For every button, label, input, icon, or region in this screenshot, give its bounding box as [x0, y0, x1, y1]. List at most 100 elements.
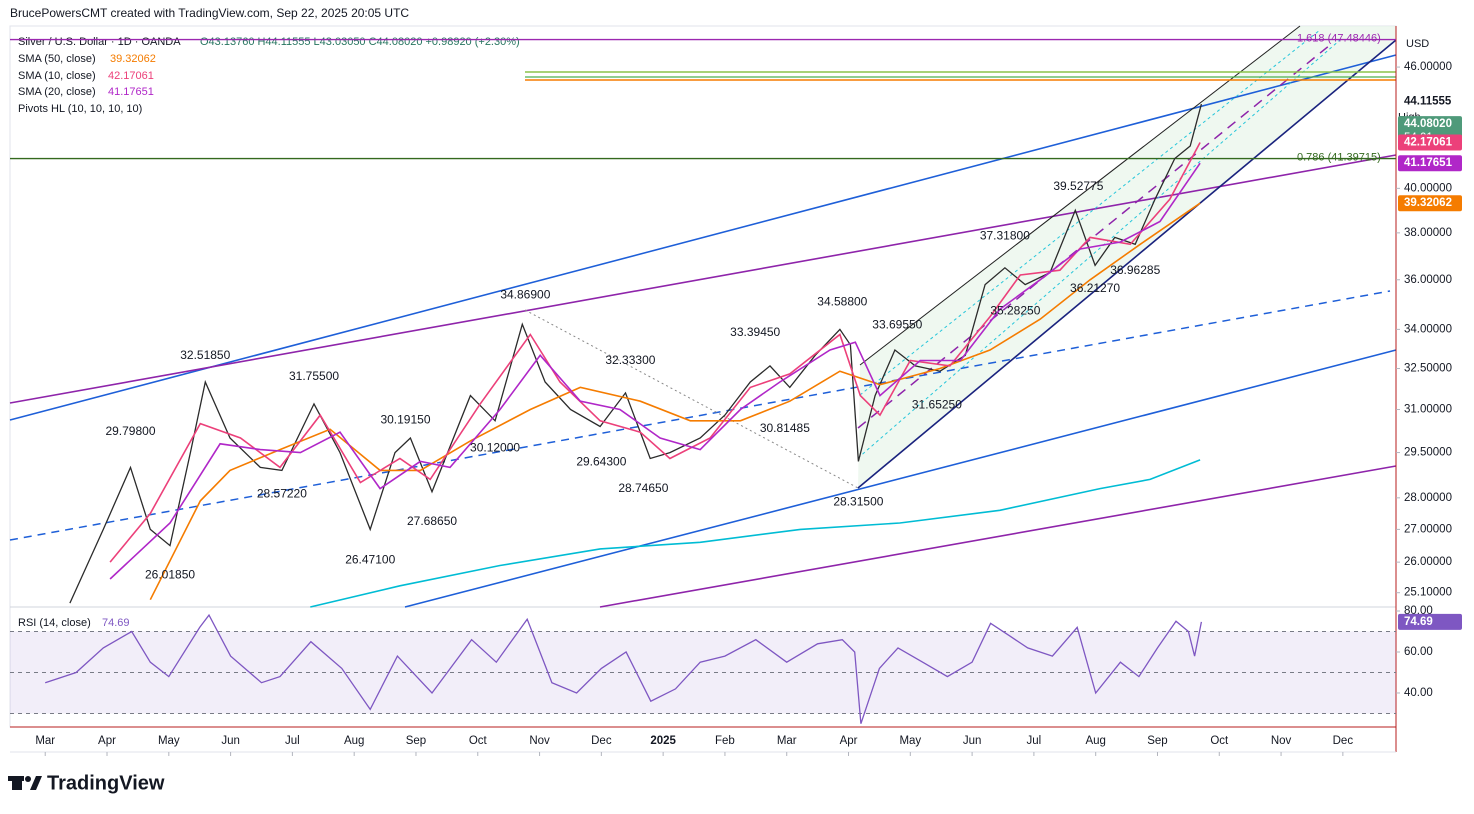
price-tag-label: 41.17651 [1404, 157, 1453, 169]
pivot-label: 34.86900 [500, 288, 550, 302]
x-tick-label: Oct [1210, 735, 1229, 747]
pivot-label: 33.39450 [730, 325, 780, 339]
pivot-label: 26.01850 [145, 568, 195, 582]
pivot-label: 39.52775 [1053, 179, 1103, 193]
series-line [149, 202, 1201, 601]
channel-line [859, 25, 1301, 366]
pivot-label: 26.47100 [345, 553, 395, 567]
x-tick-label: Feb [715, 735, 735, 747]
legend-name: SMA (50, close) [18, 53, 96, 65]
y-tick-label: 38.00000 [1404, 227, 1452, 239]
x-tick-label: Jun [221, 735, 240, 747]
price-tag-label: 44.08020 [1404, 118, 1452, 130]
legend-value: 42.17061 [108, 70, 154, 82]
y-tick-label: 25.10000 [1404, 587, 1452, 599]
trend-line [9, 154, 1397, 404]
x-tick-label: Sep [406, 735, 426, 747]
x-tick-label: Dec [1333, 735, 1354, 747]
legend-name: SMA (10, close) [18, 70, 96, 82]
y-tick-label: 36.00000 [1404, 274, 1452, 286]
price-tag [1398, 195, 1462, 212]
ohlc: O43.13760 H44.11555 L43.03050 C44.08020 … [200, 36, 520, 48]
channel-line [857, 39, 1397, 489]
pivot-label: 30.19150 [380, 413, 430, 427]
series-line [310, 459, 1201, 608]
x-tick-label: Aug [1085, 735, 1105, 747]
pivot-label: 29.64300 [576, 455, 626, 469]
y-tick-label: 27.00000 [1404, 523, 1452, 535]
price-tag [1398, 134, 1462, 151]
trend-line [404, 349, 1397, 608]
trend-line [9, 54, 1397, 421]
price-tag-label: 44.11555 [1404, 95, 1452, 107]
pivot-label: 28.57220 [257, 486, 307, 500]
trend-line [9, 290, 1391, 541]
channel-fill [858, 26, 1396, 488]
pivot-label: 35.28250 [990, 303, 1040, 317]
fib-label: 0.786 (41.39715) [1297, 151, 1381, 163]
x-tick-label: Mar [35, 735, 55, 747]
y-tick-label: 46.00000 [1404, 61, 1452, 73]
pivot-label: 33.69550 [872, 317, 922, 331]
rsi-title: RSI (14, close) [18, 617, 91, 629]
y-tick-label: 28.00000 [1404, 492, 1452, 504]
pivot-label: 32.51850 [180, 348, 230, 362]
pivot-label: 31.75500 [289, 369, 339, 383]
series-line [109, 162, 1201, 580]
price-tag-label: 74.69 [1404, 616, 1433, 628]
attribution: BrucePowersCMT created with TradingView.… [10, 6, 409, 20]
pivot-label: 29.79800 [105, 424, 155, 438]
x-tick-label: Sep [1147, 735, 1167, 747]
legend-value: 41.17651 [108, 86, 154, 98]
pivot-label: 27.68650 [407, 514, 457, 528]
brand-logo [8, 776, 42, 790]
pivot-label: 36.96285 [1110, 263, 1160, 277]
pivot-label: 31.65250 [912, 398, 962, 412]
fib-label: 1.618 (47.48446) [1297, 32, 1381, 44]
y-tick-label: 29.50000 [1404, 447, 1452, 459]
pivot-label: 34.58800 [817, 295, 867, 309]
x-tick-label: 2025 [650, 735, 676, 747]
pivot-label: 37.31800 [980, 229, 1030, 243]
pivot-label: 36.21270 [1070, 281, 1120, 295]
x-tick-label: Jul [1027, 735, 1042, 747]
price-tag [1398, 93, 1462, 110]
x-tick-label: May [899, 735, 921, 747]
x-tick-label: Jun [963, 735, 982, 747]
series-line [109, 142, 1201, 563]
x-tick-label: Dec [591, 735, 612, 747]
y-tick-label: 40.00000 [1404, 182, 1452, 194]
legend-value: 39.32062 [110, 53, 156, 65]
pivot-label: 30.12000 [470, 441, 520, 455]
brand-name: TradingView [47, 772, 165, 794]
y-tick-label: 31.00000 [1404, 404, 1452, 416]
channel-line [859, 29, 1321, 396]
symbol-name: Silver / U.S. Dollar · 1D · OANDA [18, 36, 181, 48]
x-tick-label: Oct [469, 735, 488, 747]
series-line [44, 613, 1203, 724]
x-tick-label: May [158, 735, 180, 747]
pivot-label: 32.33300 [605, 353, 655, 367]
legend-name: SMA (20, close) [18, 86, 96, 98]
y-tick-label: 40.00 [1404, 687, 1433, 699]
price-tag-label: 39.32062 [1404, 197, 1452, 209]
x-tick-label: Apr [840, 735, 858, 747]
pivot-label: 28.31500 [833, 494, 883, 508]
x-tick-label: Nov [529, 735, 550, 747]
trend-line [599, 465, 1397, 608]
x-tick-label: Jul [285, 735, 300, 747]
legend-name: Pivots HL (10, 10, 10, 10) [18, 103, 142, 115]
y-tick-label: 60.00 [1404, 646, 1433, 658]
pivot-label: 30.81485 [760, 421, 810, 435]
currency: USD [1406, 38, 1429, 50]
x-tick-label: Nov [1271, 735, 1292, 747]
price-tag [1398, 613, 1462, 630]
x-tick-label: Aug [344, 735, 364, 747]
channel-line [857, 39, 1341, 459]
price-tag-label: 42.17061 [1404, 137, 1453, 149]
price-tag [1398, 155, 1462, 172]
pivot-label: 28.74650 [618, 481, 668, 495]
y-tick-label: 26.00000 [1404, 556, 1452, 568]
series-line [69, 103, 1203, 604]
